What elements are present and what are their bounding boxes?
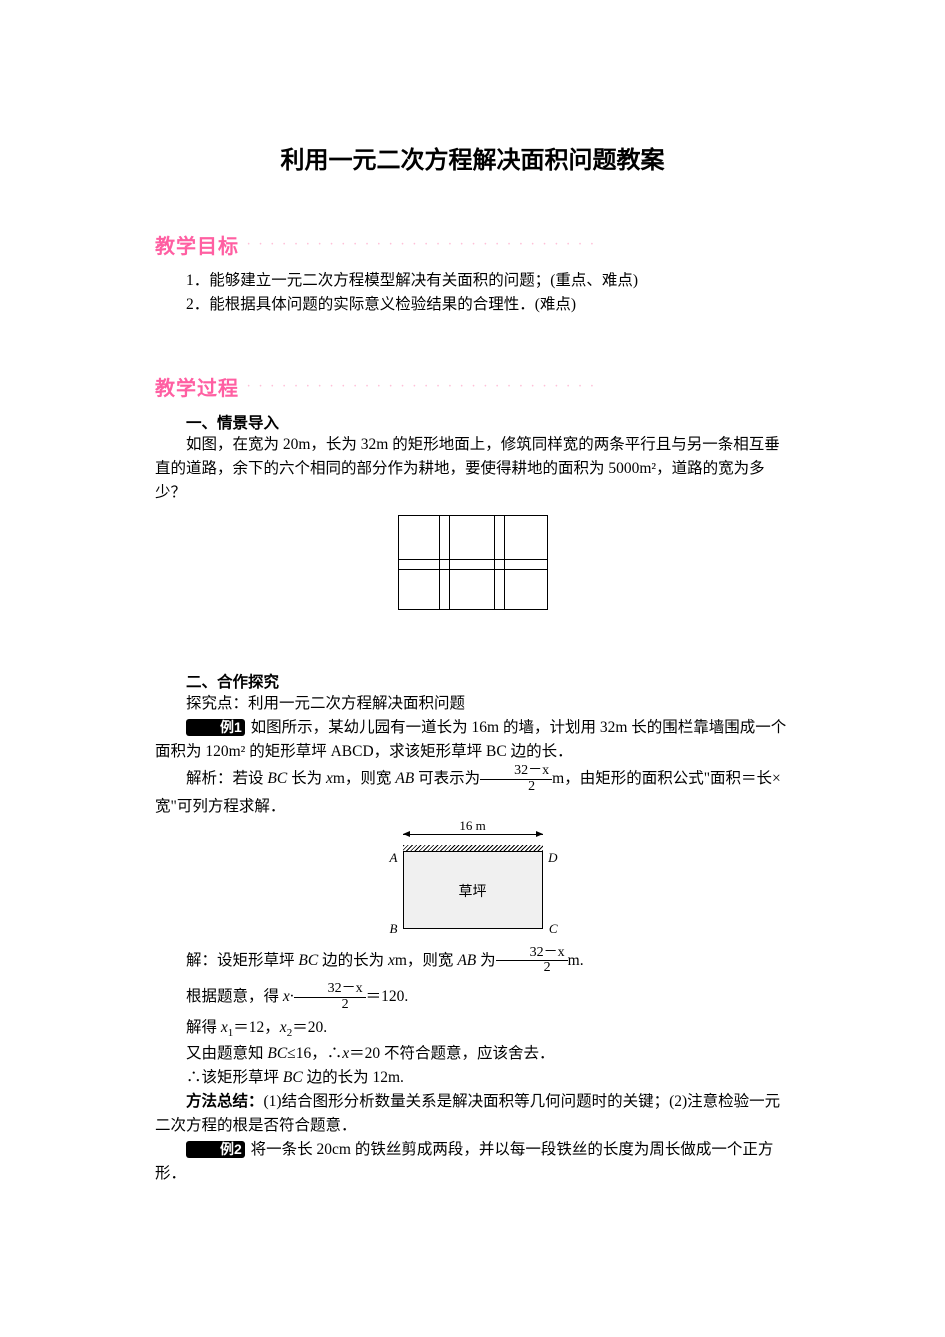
lawn-label-b: B (390, 921, 398, 937)
sol-frac-2: 32－x2 (294, 982, 366, 1012)
lawn-dim-label: 16 m (398, 818, 548, 834)
example-2-tag: 例2 (186, 1141, 245, 1158)
part1-title: 一、情景导入 (155, 411, 790, 433)
goal-1: 1．能够建立一元二次方程模型解决有关面积的问题；(重点、难点) (155, 269, 790, 293)
part2-title: 二、合作探究 (155, 670, 790, 692)
sol-frac-1: 32－x2 (496, 946, 568, 976)
section-process-header: 教学过程 · · · · · · · · · · · · · · · · · ·… (155, 372, 790, 401)
section-process-text: 教学过程 (155, 372, 239, 401)
part2-sub: 探究点：利用一元二次方程解决面积问题 (155, 692, 790, 716)
section-process-dots: · · · · · · · · · · · · · · · · · · · · … (247, 381, 597, 392)
example-1-analysis: 解析：若设 BC 长为 xm，则宽 AB 可表示为32－x2m，由矩形的面积公式… (155, 764, 790, 818)
lawn-dim-line (403, 834, 543, 835)
goal-2: 2．能根据具体问题的实际意义检验结果的合理性．(难点) (155, 293, 790, 317)
section-goals-dots: · · · · · · · · · · · · · · · · · · · · … (247, 239, 597, 250)
lawn-label-c: C (549, 921, 558, 937)
method-summary: 方法总结：(1)结合图形分析数量关系是解决面积等几何问题时的关键；(2)注意检验… (155, 1090, 790, 1138)
analysis-pre: 若设 BC 长为 xm，则宽 AB 可表示为 (233, 770, 481, 787)
method-label: 方法总结： (186, 1093, 264, 1110)
lawn-diagram: 16 m A D B C 草坪 (398, 829, 548, 934)
sol-label: 解： (186, 951, 217, 968)
roads-diagram (398, 515, 548, 610)
sol-line-1: 解：设矩形草坪 BC 边的长为 xm，则宽 AB 为32－x2m. (155, 946, 790, 976)
section-goals-header: 教学目标 · · · · · · · · · · · · · · · · · ·… (155, 230, 790, 259)
lawn-label-a: A (390, 850, 398, 866)
section-goals-text: 教学目标 (155, 230, 239, 259)
example-1-text: 如图所示，某幼儿园有一道长为 16m 的墙，计划用 32m 长的围栏靠墙围成一个… (155, 719, 786, 760)
analysis-frac: 32－x2 (480, 764, 552, 794)
lawn-center-text: 草坪 (398, 881, 548, 901)
analysis-label: 解析： (186, 770, 233, 787)
example-1: 例1 如图所示，某幼儿园有一道长为 16m 的墙，计划用 32m 长的围栏靠墙围… (155, 716, 790, 764)
lawn-label-d: D (548, 850, 557, 866)
page-title: 利用一元二次方程解决面积问题教案 (155, 140, 790, 175)
part1-text: 如图，在宽为 20m，长为 32m 的矩形地面上，修筑同样宽的两条平行且与另一条… (155, 433, 790, 505)
example-2: 例2 将一条长 20cm 的铁丝剪成两段，并以每一段铁丝的长度为周长做成一个正方… (155, 1138, 790, 1186)
sol-line-4: 又由题意知 BC≤16，∴x＝20 不符合题意，应该舍去． (155, 1042, 790, 1066)
example-1-tag: 例1 (186, 719, 245, 736)
sol-line-2: 根据题意，得 x·32－x2＝120. (155, 982, 790, 1012)
sol-line-5: ∴该矩形草坪 BC 边的长为 12m. (155, 1066, 790, 1090)
sol-line-3: 解得 x1＝12，x2＝20. (155, 1016, 790, 1042)
example-2-text: 将一条长 20cm 的铁丝剪成两段，并以每一段铁丝的长度为周长做成一个正方形． (155, 1141, 773, 1182)
